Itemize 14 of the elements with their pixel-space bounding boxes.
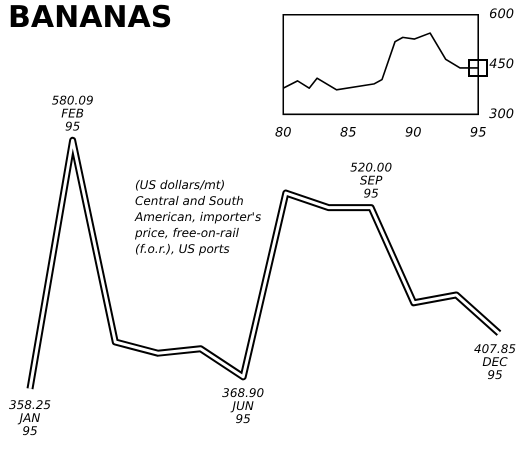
annotation: (US dollars/mt) Central and South American, importer's price, free-on-rail (f.o.r.), US ports: [135, 177, 262, 257]
data-label: 520.00 SEP 95: [350, 160, 392, 201]
data-label: 580.09 FEB 95: [52, 93, 94, 134]
y-tick-label: 300: [489, 106, 514, 122]
x-tick-label: 85: [340, 126, 357, 141]
y-tick-label: 450: [489, 56, 514, 72]
data-label: 368.90 JUN 95: [222, 386, 265, 426]
y-tick-label: 600: [489, 7, 514, 22]
x-tick-label: 95: [470, 126, 486, 141]
data-label: 358.25 JAN 95: [9, 398, 51, 438]
data-label: 407.85 DEC 95: [474, 342, 516, 382]
x-tick-label: 80: [275, 126, 292, 141]
chart-title: BANANAS: [8, 0, 172, 35]
x-tick-label: 90: [404, 126, 422, 141]
